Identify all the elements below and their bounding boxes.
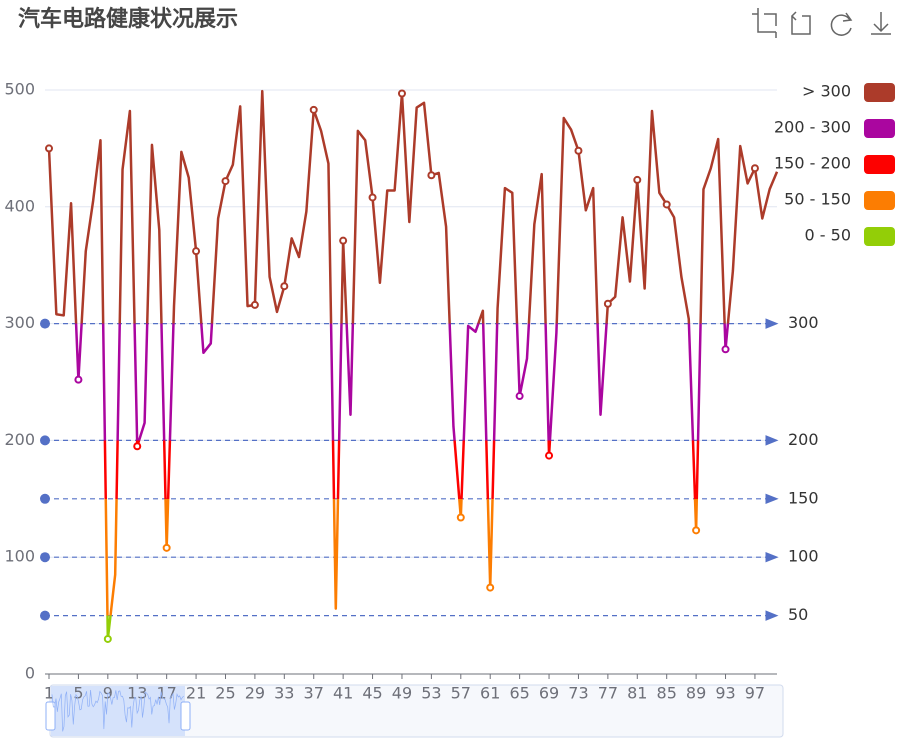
x-tick-label: 1 [44,684,54,703]
point [574,146,583,155]
mark-line-start [40,552,50,563]
tool-back[interactable] [790,11,811,35]
x-tick-label: 49 [392,684,412,703]
legend-swatch [864,119,895,138]
x-tick-label: 17 [156,684,176,703]
point [692,526,701,535]
x-tick-label: 41 [333,684,353,703]
x-tick-label: 29 [245,684,265,703]
point [280,282,289,291]
x-tick-label: 97 [745,684,765,703]
legend-label: 0 - 50 [805,226,851,245]
mark-line-label: 200 [788,430,819,449]
x-tick-label: 81 [627,684,647,703]
legend-label: 150 - 200 [774,154,851,173]
zoom-sparkline [51,690,184,732]
point [162,543,171,552]
chart-title: 汽车电路健康状况展示 [18,6,238,32]
point [603,299,612,308]
x-tick-label: 25 [215,684,235,703]
mark-line-start [40,610,50,621]
x-tick-label: 53 [421,684,441,703]
legend-label: 200 - 300 [774,118,851,137]
y-tick-label: 400 [4,196,35,215]
point [662,200,671,209]
x-tick-label: 13 [127,684,147,703]
point [633,175,642,184]
point [456,513,465,522]
point [721,345,730,354]
x-tick-label: 85 [657,684,677,703]
mark-line-start [40,435,50,446]
zoom-handle[interactable] [180,701,191,731]
x-tick-label: 61 [480,684,500,703]
point [133,442,142,451]
y-tick-label: 0 [25,664,35,683]
x-tick-label: 77 [598,684,618,703]
y-tick-label: 300 [4,313,35,332]
x-tick-label: 69 [539,684,559,703]
y-tick-label: 500 [4,80,35,99]
tool-zoom[interactable] [752,8,777,38]
line [47,89,779,641]
point [221,177,230,186]
point [45,144,53,153]
legend-swatch [864,227,895,246]
legend-swatch [864,155,895,174]
point [750,164,759,173]
point [427,171,436,180]
mark-line-label: 50 [788,605,808,624]
x-tick-label: 89 [686,684,706,703]
legend-swatch [864,191,895,210]
point [250,300,259,309]
mark-line-label: 300 [788,313,819,332]
x-tick-label: 21 [186,684,206,703]
x-tick-label: 45 [362,684,382,703]
mark-line-start [40,318,50,329]
point [397,89,406,98]
point [103,634,112,643]
point [486,583,495,592]
mark-line-label: 150 [788,488,819,507]
legend-label: 50 - 150 [784,190,851,209]
x-tick-label: 57 [451,684,471,703]
x-tick-label: 65 [509,684,529,703]
legend-label: > 300 [802,82,851,101]
mark-line-label: 100 [788,547,819,566]
legend-swatch [864,83,895,102]
tool-restore[interactable] [830,12,853,36]
toolbox[interactable] [752,8,891,38]
point [309,105,318,114]
point [368,193,377,202]
x-tick-label: 37 [304,684,324,703]
point [515,392,524,401]
x-tick-label: 33 [274,684,294,703]
datazoom[interactable] [45,684,784,738]
y-tick-label: 200 [4,430,35,449]
point [74,375,83,384]
y-tick-label: 100 [4,547,35,566]
mark-line-start [40,493,50,504]
point [339,236,348,245]
point [192,247,201,256]
x-tick-label: 5 [73,684,83,703]
tool-save[interactable] [871,12,891,35]
x-tick-label: 73 [568,684,588,703]
point [545,451,554,460]
zoom-handle[interactable] [45,701,56,731]
x-tick-label: 93 [715,684,735,703]
